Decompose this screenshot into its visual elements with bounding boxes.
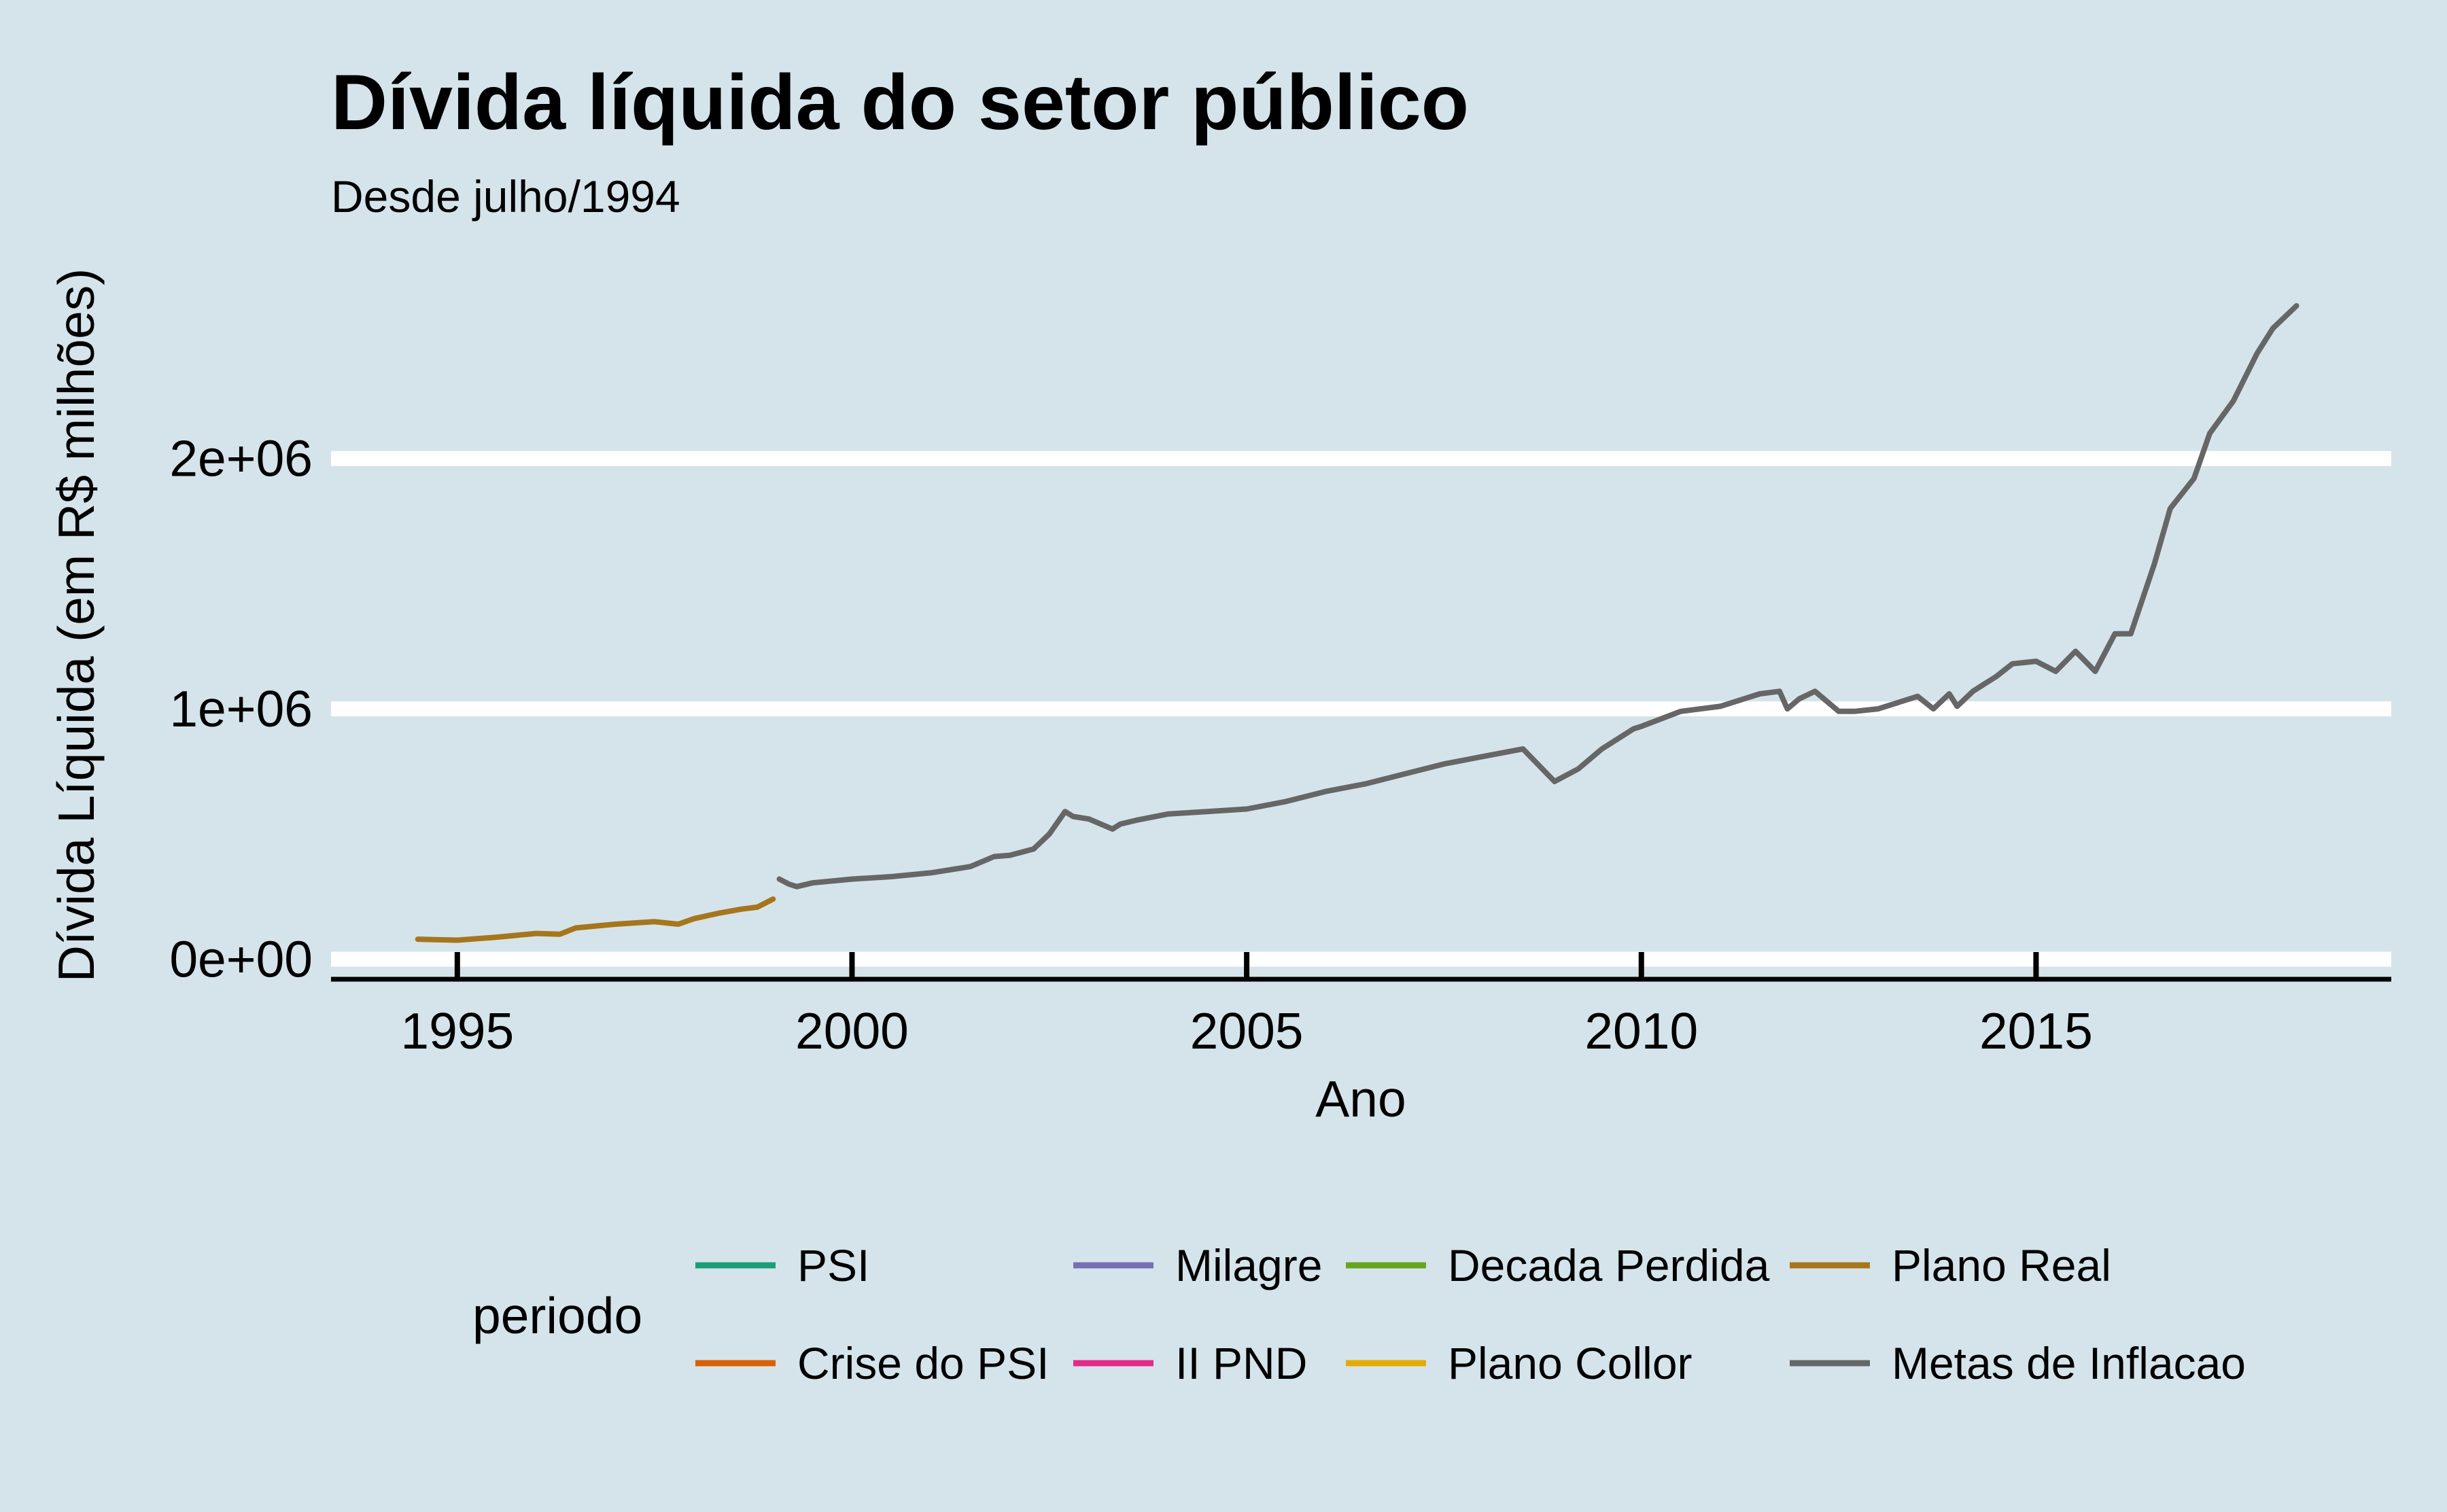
x-axis-ticks: 1995 2000 2005 2010 2015 <box>400 952 2093 1059</box>
gridlines <box>331 451 2391 967</box>
chart-title: Dívida líquida do setor público <box>331 59 1469 146</box>
x-tick-label: 1995 <box>400 1002 514 1059</box>
x-tick-label: 2010 <box>1584 1002 1698 1059</box>
legend-label: II PND <box>1175 1338 1307 1388</box>
series-line-1 <box>776 303 2300 890</box>
series-line-0 <box>415 896 776 943</box>
chart-subtitle: Desde julho/1994 <box>331 171 680 222</box>
x-axis-title: Ano <box>1315 1070 1406 1127</box>
series-lines <box>415 303 2300 943</box>
y-tick-label: 1e+06 <box>169 680 313 737</box>
legend: periodo PSI Crise do PSI Milagre II PND Deca… <box>472 1240 2246 1388</box>
x-tick-label: 2015 <box>1979 1002 2093 1059</box>
legend-label: PSI <box>797 1240 869 1290</box>
y-tick-label: 2e+06 <box>169 430 313 487</box>
y-axis-title: Dívida Líquida (em R$ milhões) <box>48 268 105 982</box>
y-axis-ticks: 0e+00 1e+06 2e+06 <box>169 430 313 988</box>
legend-title: periodo <box>472 1287 642 1344</box>
legend-label: Metas de Inflacao <box>1892 1338 2246 1388</box>
x-tick-label: 2000 <box>795 1002 909 1059</box>
y-tick-label: 0e+00 <box>169 931 313 988</box>
legend-label: Crise do PSI <box>797 1338 1049 1388</box>
legend-items: PSI Crise do PSI Milagre II PND Decada Perdi… <box>695 1240 2246 1388</box>
legend-label: Milagre <box>1175 1240 1322 1290</box>
legend-label: Plano Real <box>1892 1240 2111 1290</box>
legend-label: Plano Collor <box>1448 1338 1693 1388</box>
x-tick-label: 2005 <box>1190 1002 1304 1059</box>
legend-label: Decada Perdida <box>1448 1240 1770 1290</box>
